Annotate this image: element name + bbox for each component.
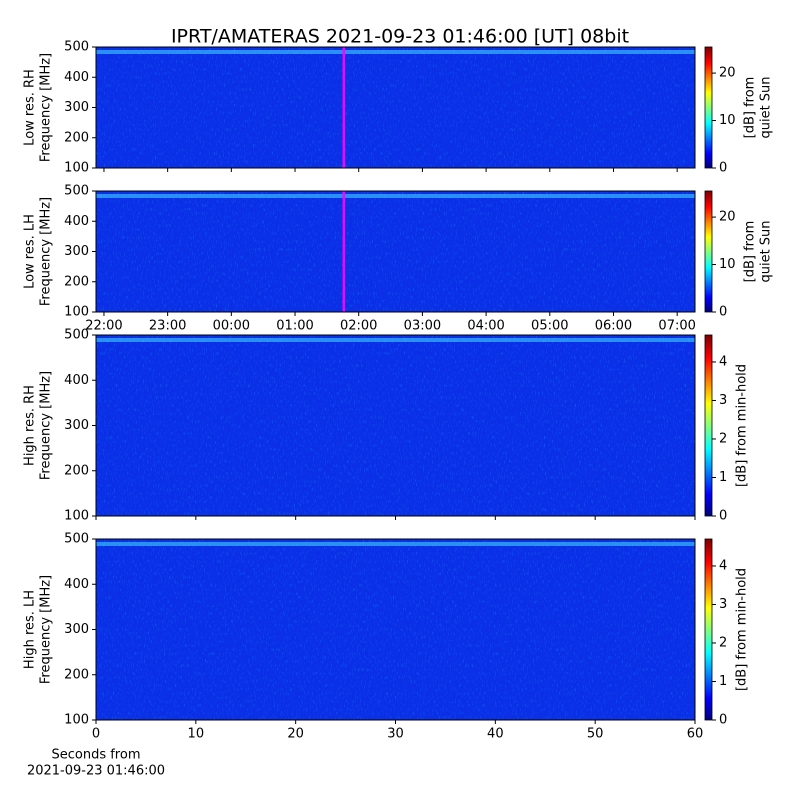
y-tick-label: 500 [64,328,89,343]
y-tick-label: 200 [64,463,89,478]
x-tick-label: 10 [188,727,205,742]
x-tick-label: 01:00 [276,319,313,334]
spectrogram-band [96,194,695,198]
spectrogram-texture [96,191,695,312]
colorbar-tick-label: 4 [719,354,727,369]
colorbar-tick-label: 0 [719,713,727,728]
colorbar-tick-label: 2 [719,635,727,650]
colorbar-tick-label: 4 [719,558,727,573]
colorbar [704,46,713,169]
colorbar-tick-label: 2 [719,431,727,446]
y-tick-label: 100 [64,509,89,524]
colorbar-tick-label: 20 [719,66,736,81]
colorbar [704,538,713,721]
y-axis-label: Frequency [MHz] [39,53,54,162]
spectrogram-band [96,50,695,54]
y-tick-label: 100 [64,305,89,320]
colorbar-label: [dB] from [743,221,758,283]
y-tick-label: 300 [64,244,89,259]
colorbar-tick-label: 0 [719,161,727,176]
y-tick-label: 400 [64,70,89,85]
colorbar-tick-label: 10 [719,257,736,272]
x-tick-label: 40 [487,727,504,742]
x-tick-label: 0 [92,727,100,742]
y-axis-label: Low res. LH [23,214,38,289]
colorbar-label: quiet Sun [759,220,774,282]
colorbar-tick-label: 0 [719,305,727,320]
x-tick-label: 30 [387,727,404,742]
x-tick-label: 20 [287,727,304,742]
y-tick-label: 300 [64,100,89,115]
x-tick-label: 06:00 [595,319,632,334]
x-axis-label: Seconds from [51,748,140,763]
spectrogram-texture [96,335,695,516]
colorbar-label: [dB] from min-hold [735,568,750,691]
colorbar [704,190,713,313]
colorbar-tick-label: 3 [719,393,727,408]
x-tick-label: 23:00 [149,319,186,334]
y-tick-label: 500 [64,184,89,199]
colorbar-tick-label: 20 [719,210,736,225]
y-tick-label: 400 [64,577,89,592]
colorbar-tick-label: 10 [719,113,736,128]
x-tick-label: 03:00 [404,319,441,334]
colorbar-label: quiet Sun [759,76,774,138]
spectrogram-band [96,338,695,342]
colorbar-tick-label: 1 [719,470,727,485]
y-axis-label: High res. RH [23,385,38,466]
x-tick-label: 04:00 [467,319,504,334]
y-axis-label: Frequency [MHz] [39,197,54,306]
y-tick-label: 500 [64,532,89,547]
x-tick-label: 02:00 [340,319,377,334]
y-tick-label: 200 [64,274,89,289]
x-tick-label: 60 [687,727,704,742]
spectrogram-texture [96,47,695,168]
spectrogram-band [96,542,695,546]
y-axis-label: High res. LH [23,590,38,669]
y-tick-label: 100 [64,161,89,176]
spectrogram-texture [96,539,695,720]
y-tick-label: 300 [64,622,89,637]
x-tick-label: 05:00 [531,319,568,334]
y-tick-label: 400 [64,214,89,229]
colorbar-label: [dB] from min-hold [735,364,750,487]
colorbar-tick-label: 1 [719,674,727,689]
y-tick-label: 100 [64,713,89,728]
y-tick-label: 200 [64,667,89,682]
y-tick-label: 400 [64,373,89,388]
y-tick-label: 200 [64,130,89,145]
colorbar-label: [dB] from [743,77,758,139]
y-axis-label: Low res. RH [23,69,38,146]
colorbar-tick-label: 0 [719,509,727,524]
x-tick-label: 07:00 [658,319,695,334]
chart-title: IPRT/AMATERAS 2021-09-23 01:46:00 [UT] 0… [171,26,629,48]
y-axis-label: Frequency [MHz] [39,371,54,480]
x-tick-label: 50 [587,727,604,742]
y-axis-label: Frequency [MHz] [39,575,54,684]
y-tick-label: 300 [64,418,89,433]
colorbar-tick-label: 3 [719,597,727,612]
x-tick-label: 00:00 [213,319,250,334]
y-tick-label: 500 [64,40,89,55]
colorbar [704,334,713,517]
x-axis-label: 2021-09-23 01:46:00 [27,764,165,779]
x-tick-label: 22:00 [85,319,122,334]
